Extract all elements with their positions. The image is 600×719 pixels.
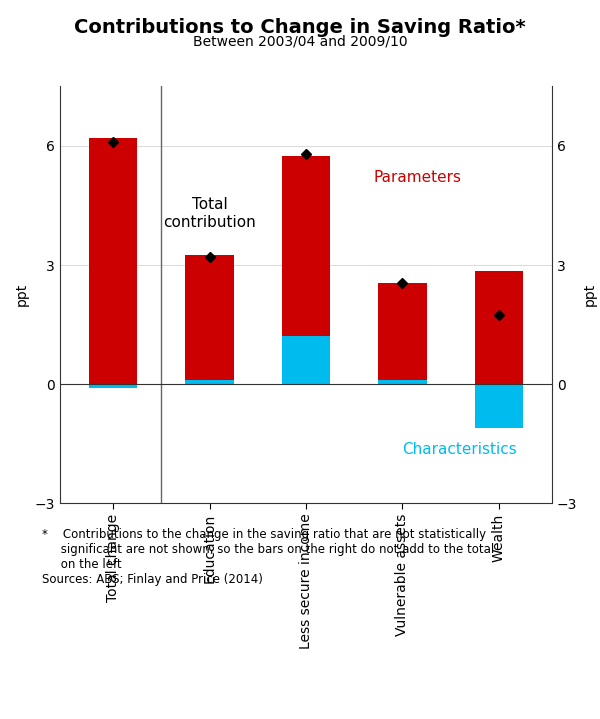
Bar: [282, 336, 330, 384]
Bar: [475, 271, 523, 384]
Bar: [185, 255, 233, 380]
Bar: [185, 380, 233, 384]
Text: Total
contribution: Total contribution: [163, 197, 256, 229]
Bar: [282, 156, 330, 336]
Text: Parameters: Parameters: [374, 170, 461, 185]
Bar: [89, 138, 137, 384]
Y-axis label: ppt: ppt: [583, 283, 597, 306]
Text: Between 2003/04 and 2009/10: Between 2003/04 and 2009/10: [193, 35, 407, 48]
Text: *    Contributions to the change in the saving ratio that are not statistically
: * Contributions to the change in the sav…: [42, 528, 494, 587]
Text: Contributions to Change in Saving Ratio*: Contributions to Change in Saving Ratio*: [74, 18, 526, 37]
Bar: [475, 384, 523, 428]
Bar: [379, 283, 427, 380]
Text: Characteristics: Characteristics: [403, 442, 517, 457]
Y-axis label: ppt: ppt: [15, 283, 29, 306]
Bar: [89, 384, 137, 388]
Bar: [379, 380, 427, 384]
